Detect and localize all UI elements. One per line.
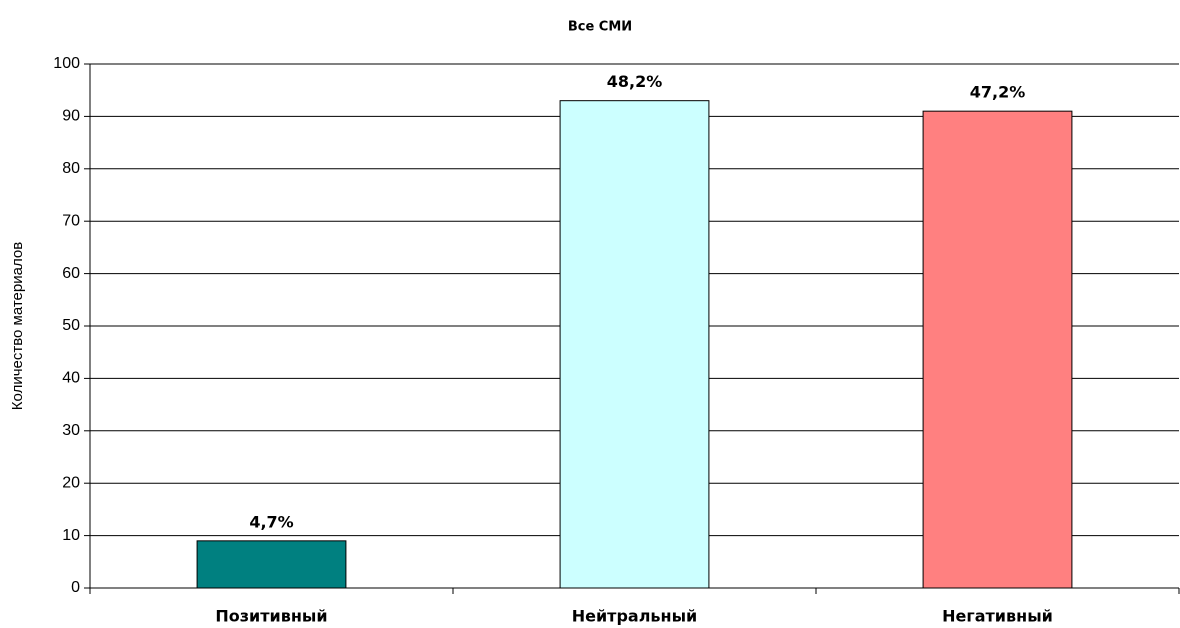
- bar: [922, 110, 1073, 589]
- data-label: 48,2%: [607, 72, 663, 91]
- y-tick-label: 30: [62, 422, 80, 439]
- y-tick-label: 100: [53, 55, 80, 72]
- y-tick-label: 40: [62, 370, 80, 387]
- bar: [559, 100, 710, 589]
- x-tick-label: Нейтральный: [572, 607, 698, 626]
- x-tick-label: Позитивный: [215, 607, 327, 626]
- y-tick-label: 60: [62, 265, 80, 282]
- y-axis-label: Количество материалов: [9, 242, 26, 410]
- data-label: 4,7%: [249, 512, 293, 531]
- y-tick-label: 20: [62, 474, 80, 491]
- y-tick-label: 80: [62, 160, 80, 177]
- x-tick-label: Негативный: [942, 607, 1053, 626]
- y-tick-label: 70: [62, 212, 80, 229]
- chart-title: Все СМИ: [568, 20, 632, 35]
- data-label: 47,2%: [970, 83, 1026, 102]
- y-tick-label: 90: [62, 108, 80, 125]
- y-tick-label: 0: [71, 579, 80, 596]
- bar: [196, 540, 347, 589]
- y-tick-label: 10: [62, 527, 80, 544]
- y-tick-label: 50: [62, 317, 80, 334]
